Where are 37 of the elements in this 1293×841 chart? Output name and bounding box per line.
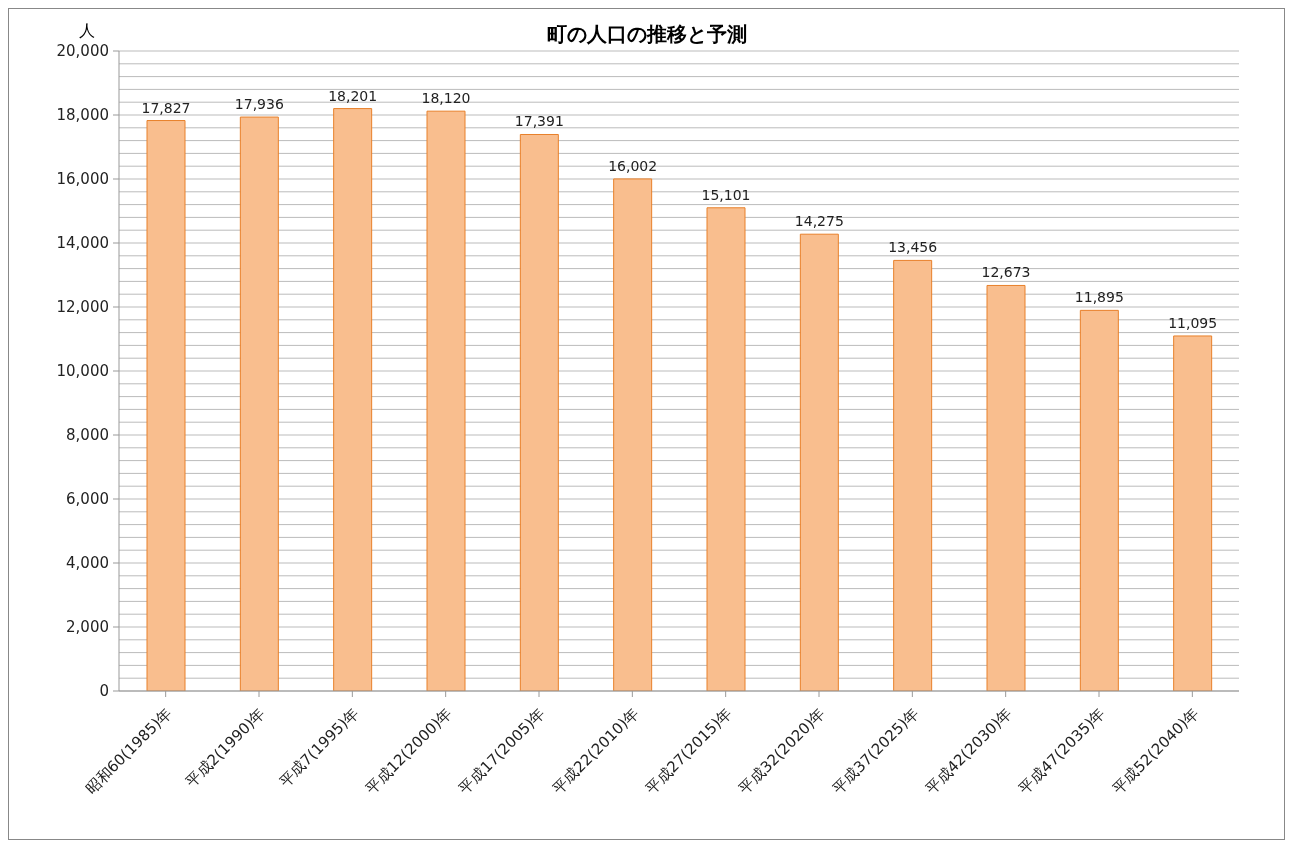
data-label: 17,391 [514,113,564,130]
bar [519,133,559,691]
data-label: 12,673 [981,264,1031,281]
y-tick-label: 2,000 [66,618,109,636]
data-label: 18,201 [328,87,378,104]
bar [426,110,466,691]
y-tick-label: 0 [99,682,109,700]
y-tick-label: 12,000 [56,298,109,316]
data-label: 11,095 [1168,314,1218,331]
data-label: 17,827 [141,99,191,116]
data-label: 17,936 [234,96,284,113]
bar [333,108,373,691]
data-label: 15,101 [701,186,751,203]
y-tick-label: 14,000 [56,234,109,252]
chart-title: 町の人口の推移と予測 [546,22,747,46]
data-label: 11,895 [1074,289,1124,306]
bar [706,207,746,691]
y-tick-label: 6,000 [66,490,109,508]
bar [893,259,933,691]
bar [799,233,839,691]
bar [613,178,653,691]
y-tick-label: 4,000 [66,554,109,572]
data-label: 18,120 [421,90,471,107]
bar [1173,335,1213,691]
bar [146,120,186,691]
bar [1079,309,1119,691]
y-tick-label: 16,000 [56,170,109,188]
data-label: 13,456 [888,239,938,256]
y-axis-title: 人 [79,21,95,42]
bar [986,284,1026,691]
data-label: 16,002 [608,157,658,174]
y-tick-label: 20,000 [56,42,109,60]
y-tick-label: 8,000 [66,426,109,444]
y-tick-label: 18,000 [56,106,109,124]
bar [239,116,279,691]
data-label: 14,275 [794,213,844,230]
y-tick-label: 10,000 [56,362,109,380]
